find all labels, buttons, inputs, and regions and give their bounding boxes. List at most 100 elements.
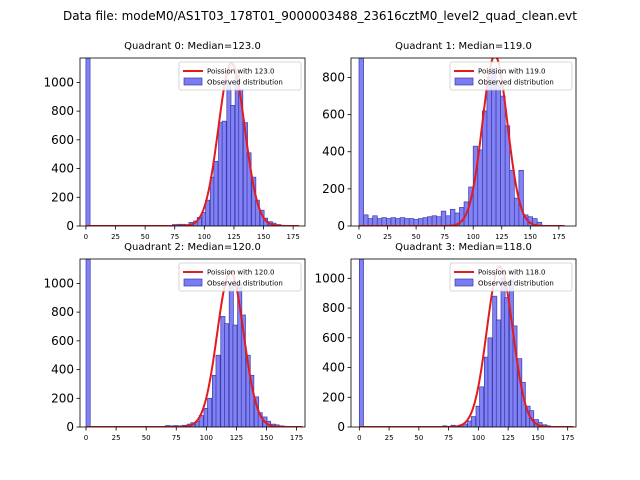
histogram-bar <box>427 216 433 226</box>
y-tick-label: 400 <box>51 162 74 176</box>
legend-label-poisson: Poission with 120.0 <box>207 269 275 277</box>
histogram-bar <box>230 105 235 226</box>
poisson-curve <box>359 265 574 427</box>
histogram-bar <box>386 218 392 226</box>
histogram-bar <box>213 161 219 226</box>
y-tick-label: 400 <box>322 145 345 159</box>
legend-patch-swatch <box>454 278 474 287</box>
histogram-bar <box>408 218 415 226</box>
y-tick-label: 600 <box>51 334 74 348</box>
histogram-bar <box>509 169 515 226</box>
legend: Poission with 120.0 Observed distribution <box>178 262 302 292</box>
histogram-bars <box>358 259 551 427</box>
x-tick-label: 125 <box>501 434 514 442</box>
histogram-bar <box>240 314 246 427</box>
y-tick-label: 600 <box>51 133 74 147</box>
x-tick-label: 175 <box>561 434 574 442</box>
y-tick-label: 1000 <box>43 276 74 290</box>
panel-quadrant-2: Quadrant 2: Median=120.0 0 200 400 600 800 100… <box>43 242 306 442</box>
x-tick-label: 0 <box>84 233 88 241</box>
histogram-bar <box>381 217 387 226</box>
histogram-bar <box>390 217 396 226</box>
x-tick-label: 50 <box>142 434 151 442</box>
histogram-bar <box>513 197 520 226</box>
y-tick-label: 200 <box>322 182 345 196</box>
histogram-bar <box>207 397 213 427</box>
histogram-bar <box>358 259 364 427</box>
x-tick-label: 175 <box>552 233 565 241</box>
x-tick-label: 100 <box>200 434 213 442</box>
axes-frame <box>350 258 577 428</box>
poisson-curve <box>85 62 300 226</box>
histogram-bar <box>491 67 497 226</box>
x-tick-label: 75 <box>172 434 181 442</box>
histogram-bar <box>486 77 492 226</box>
x-tick-label: 150 <box>524 233 537 241</box>
y-tick-label: 1000 <box>43 75 74 89</box>
histogram-bar <box>487 337 493 427</box>
y-tick-label: 600 <box>322 108 345 122</box>
histogram-bar <box>224 323 229 427</box>
y-tick-label: 0 <box>66 420 74 434</box>
legend: Poission with 119.0 Observed distribution <box>449 61 573 91</box>
figure-suptitle: Data file: modeM0/AS1T03_178T01_90000034… <box>63 9 577 23</box>
x-tick-label: 100 <box>198 233 211 241</box>
histogram-bar <box>495 319 501 427</box>
histogram-bar <box>504 297 510 427</box>
y-tick-label: 0 <box>337 420 345 434</box>
panels-group: Quadrant 0: Median=123.0 0 200 400 600 800 100… <box>43 41 577 442</box>
x-tick-label: 125 <box>227 233 240 241</box>
y-tick-label: 800 <box>322 70 345 84</box>
x-tick-label: 75 <box>170 233 179 241</box>
histogram-bar <box>376 218 383 226</box>
legend: Poission with 118.0 Observed distribution <box>449 262 573 292</box>
panel-title: Quadrant 3: Median=118.0 <box>395 242 532 253</box>
x-tick-label: 100 <box>467 233 480 241</box>
histogram-bar <box>85 259 91 427</box>
panel-quadrant-1: Quadrant 1: Median=119.0 0 200 400 600 800 0 25… <box>322 41 577 241</box>
legend-patch-swatch <box>183 77 203 86</box>
histogram-bar <box>470 416 476 427</box>
x-tick-label: 125 <box>495 233 508 241</box>
panel-quadrant-0: Quadrant 0: Median=123.0 0 200 400 600 800 100… <box>43 41 306 241</box>
histogram-bar <box>450 208 456 226</box>
histogram-bar <box>500 95 506 226</box>
legend: Poission with 123.0 Observed distribution <box>178 61 302 91</box>
y-tick-label: 800 <box>51 104 74 118</box>
poisson-curve <box>86 270 303 427</box>
y-tick-label: 400 <box>322 361 345 375</box>
x-tick-label: 50 <box>414 434 423 442</box>
histogram-bar <box>440 210 447 226</box>
histogram-bar <box>479 386 485 427</box>
y-tick-label: 800 <box>322 301 345 315</box>
x-tick-label: 125 <box>230 434 243 442</box>
histogram-bar <box>372 215 378 226</box>
axes-frame <box>79 57 306 227</box>
x-tick-label: 150 <box>257 233 270 241</box>
legend-box <box>449 262 573 292</box>
y-tick-label: 800 <box>51 305 74 319</box>
legend-box <box>178 262 302 292</box>
y-tick-label: 1000 <box>314 271 345 285</box>
x-tick-label: 75 <box>444 434 453 442</box>
legend-patch-swatch <box>183 278 203 287</box>
legend-label-poisson: Poission with 123.0 <box>207 68 275 76</box>
x-tick-label: 50 <box>412 233 421 241</box>
x-tick-label: 25 <box>111 233 120 241</box>
panel-title: Quadrant 0: Median=123.0 <box>124 41 261 52</box>
legend-label-observed: Observed distribution <box>207 280 283 288</box>
y-tick-label: 0 <box>66 219 74 233</box>
legend-label-observed: Observed distribution <box>478 79 554 87</box>
histogram-bar <box>221 120 227 226</box>
x-tick-label: 0 <box>357 434 361 442</box>
legend-label-poisson: Poission with 119.0 <box>478 68 546 76</box>
legend-box <box>449 61 573 91</box>
histogram-bar <box>495 84 501 226</box>
x-tick-label: 75 <box>440 233 449 241</box>
x-tick-label: 50 <box>141 233 150 241</box>
y-tick-label: 200 <box>51 190 74 204</box>
axes-frame <box>79 258 306 428</box>
panel-quadrant-3: Quadrant 3: Median=118.0 0 200 400 600 800 100… <box>314 242 577 442</box>
histogram-bar <box>431 215 438 226</box>
